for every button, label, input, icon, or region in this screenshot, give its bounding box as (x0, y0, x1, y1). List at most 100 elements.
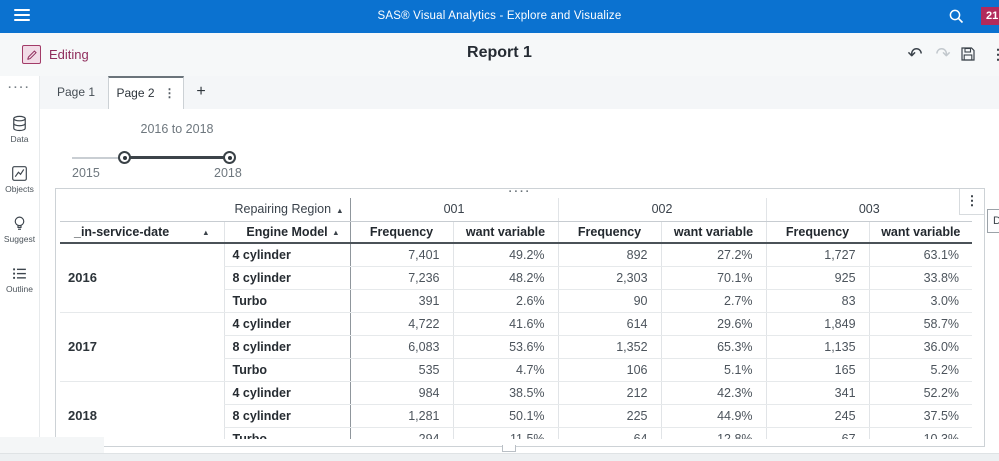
sidebar-item-suggest[interactable]: Suggest (0, 215, 39, 244)
tab-menu-icon[interactable]: ⋮ (164, 77, 176, 110)
rail-drag-handle[interactable]: ···· (0, 82, 39, 94)
value-cell[interactable]: 65.3% (661, 335, 766, 358)
model-cell[interactable]: Turbo (224, 358, 350, 381)
table-row[interactable]: 2017 4 cylinder 4,722 41.6% 614 29.6% 1,… (60, 312, 972, 335)
value-cell[interactable]: 6,083 (350, 335, 453, 358)
group-header-001[interactable]: 001 (350, 198, 558, 221)
value-cell[interactable]: 892 (558, 243, 661, 266)
value-cell[interactable]: 38.5% (453, 381, 558, 404)
value-cell[interactable]: 3.0% (869, 289, 972, 312)
year-cell[interactable]: 2016 (60, 243, 224, 312)
add-page-button[interactable]: + (188, 76, 214, 109)
crosstab-object[interactable]: ···· ⋮ Repairing Region▲ 001 002 00 (55, 188, 985, 447)
value-cell[interactable]: 42.3% (661, 381, 766, 404)
value-cell[interactable]: 106 (558, 358, 661, 381)
value-cell[interactable]: 67 (766, 427, 869, 439)
value-cell[interactable]: 29.6% (661, 312, 766, 335)
value-cell[interactable]: 1,135 (766, 335, 869, 358)
value-cell[interactable]: 49.2% (453, 243, 558, 266)
model-cell[interactable]: 8 cylinder (224, 404, 350, 427)
model-cell[interactable]: 8 cylinder (224, 266, 350, 289)
redo-button[interactable]: ↷ (933, 44, 953, 64)
value-cell[interactable]: 1,727 (766, 243, 869, 266)
value-cell[interactable]: 90 (558, 289, 661, 312)
table-row[interactable]: 2016 4 cylinder 7,401 49.2% 892 27.2% 1,… (60, 243, 972, 266)
value-cell[interactable]: 1,849 (766, 312, 869, 335)
value-cell[interactable]: 2.7% (661, 289, 766, 312)
save-icon[interactable] (960, 46, 976, 62)
value-cell[interactable]: 4.7% (453, 358, 558, 381)
value-cell[interactable]: 5.1% (661, 358, 766, 381)
value-cell[interactable]: 52.2% (869, 381, 972, 404)
measure-header[interactable]: Frequency (558, 221, 661, 243)
model-cell[interactable]: Turbo (224, 289, 350, 312)
tab-page-2[interactable]: Page 2 ⋮ (108, 76, 184, 109)
value-cell[interactable]: 1,281 (350, 404, 453, 427)
value-cell[interactable]: 212 (558, 381, 661, 404)
value-cell[interactable]: 225 (558, 404, 661, 427)
model-cell[interactable]: 4 cylinder (224, 312, 350, 335)
object-menu-button[interactable]: ⋮ (959, 189, 984, 215)
value-cell[interactable]: 7,236 (350, 266, 453, 289)
value-cell[interactable]: 48.2% (453, 266, 558, 289)
value-cell[interactable]: 614 (558, 312, 661, 335)
sidebar-item-outline[interactable]: Outline (0, 265, 39, 294)
value-cell[interactable]: 535 (350, 358, 453, 381)
value-cell[interactable]: 165 (766, 358, 869, 381)
value-cell[interactable]: 294 (350, 427, 453, 439)
value-cell[interactable]: 11.5% (453, 427, 558, 439)
value-cell[interactable]: 63.1% (869, 243, 972, 266)
value-cell[interactable]: 4,722 (350, 312, 453, 335)
model-cell[interactable]: 8 cylinder (224, 335, 350, 358)
sidebar-item-data[interactable]: Data (0, 115, 39, 144)
value-cell[interactable]: 1,352 (558, 335, 661, 358)
measure-header[interactable]: want variable (453, 221, 558, 243)
sidebar-item-objects[interactable]: Objects (0, 165, 39, 194)
measure-header[interactable]: want variable (869, 221, 972, 243)
value-cell[interactable]: 41.6% (453, 312, 558, 335)
value-cell[interactable]: 83 (766, 289, 869, 312)
model-cell[interactable]: 4 cylinder (224, 243, 350, 266)
value-cell[interactable]: 341 (766, 381, 869, 404)
value-cell[interactable]: 10.3% (869, 427, 972, 439)
value-cell[interactable]: 7,401 (350, 243, 453, 266)
slider-selected-range[interactable] (125, 156, 230, 159)
model-cell[interactable]: 4 cylinder (224, 381, 350, 404)
value-cell[interactable]: 64 (558, 427, 661, 439)
value-cell[interactable]: 50.1% (453, 404, 558, 427)
value-cell[interactable]: 36.0% (869, 335, 972, 358)
more-options-icon[interactable]: ⋮ (988, 44, 999, 64)
slider-handle-left[interactable] (118, 151, 131, 164)
value-cell[interactable]: 70.1% (661, 266, 766, 289)
table-row[interactable]: 2018 4 cylinder 984 38.5% 212 42.3% 341 … (60, 381, 972, 404)
value-cell[interactable]: 391 (350, 289, 453, 312)
value-cell[interactable]: 53.6% (453, 335, 558, 358)
group-header-003[interactable]: 003 (766, 198, 972, 221)
value-cell[interactable]: 44.9% (661, 404, 766, 427)
object-drag-handle[interactable]: ···· (509, 186, 532, 198)
search-icon[interactable] (948, 8, 965, 25)
value-cell[interactable]: 5.2% (869, 358, 972, 381)
group-header-002[interactable]: 002 (558, 198, 766, 221)
value-cell[interactable]: 37.5% (869, 404, 972, 427)
value-cell[interactable]: 12.8% (661, 427, 766, 439)
undo-button[interactable]: ↶ (905, 44, 925, 64)
slider-handle-right[interactable] (223, 151, 236, 164)
right-edge-cutoff-button[interactable]: D (987, 209, 999, 233)
notification-badge[interactable]: 21 (981, 7, 999, 25)
tab-page-1[interactable]: Page 1 (45, 76, 107, 109)
model-cell[interactable]: Turbo (224, 427, 350, 439)
measure-header[interactable]: Frequency (350, 221, 453, 243)
object-resize-handle[interactable] (502, 445, 516, 452)
measure-header[interactable]: want variable (661, 221, 766, 243)
value-cell[interactable]: 2,303 (558, 266, 661, 289)
value-cell[interactable]: 925 (766, 266, 869, 289)
year-cell[interactable]: 2017 (60, 312, 224, 381)
value-cell[interactable]: 245 (766, 404, 869, 427)
value-cell[interactable]: 33.8% (869, 266, 972, 289)
year-cell[interactable]: 2018 (60, 381, 224, 439)
value-cell[interactable]: 984 (350, 381, 453, 404)
value-cell[interactable]: 27.2% (661, 243, 766, 266)
value-cell[interactable]: 58.7% (869, 312, 972, 335)
value-cell[interactable]: 2.6% (453, 289, 558, 312)
